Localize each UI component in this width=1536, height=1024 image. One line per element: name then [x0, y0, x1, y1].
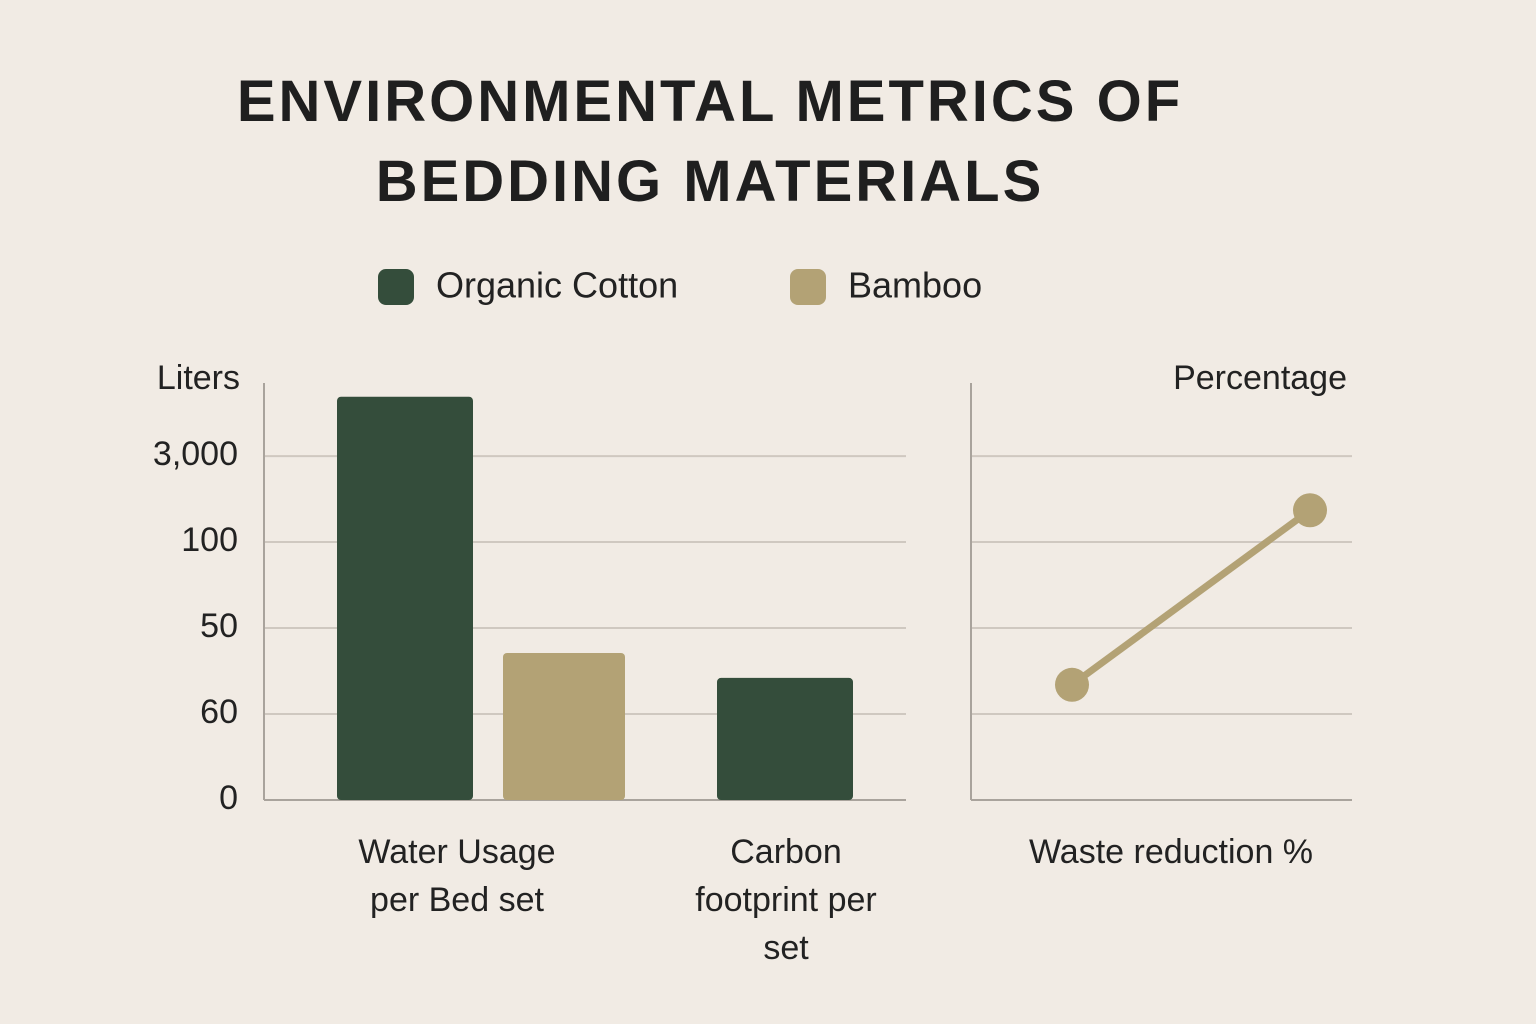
bar — [337, 396, 473, 800]
line — [1069, 507, 1313, 688]
y-tick-label: 50 — [200, 607, 238, 645]
y-tick-label: 0 — [219, 779, 238, 817]
point — [1055, 667, 1089, 702]
legend-swatch — [790, 269, 826, 305]
legend-label: Organic Cotton — [436, 265, 678, 306]
bar — [503, 652, 625, 800]
legend-swatch — [378, 269, 414, 305]
y-tick-label: 100 — [181, 521, 238, 559]
y-axis-label: Percentage — [1173, 359, 1347, 397]
y-tick-label: 3,000 — [153, 435, 238, 473]
chart-title: ENVIRONMENTAL METRICS OF BEDDING MATERIA… — [236, 69, 1184, 214]
y-axis-label: Liters — [157, 359, 240, 397]
legend-label: Bamboo — [848, 265, 982, 306]
bar — [717, 677, 853, 800]
x-axis-label: Waste reduction % — [1028, 833, 1314, 871]
y-tick-label: 60 — [200, 693, 238, 731]
x-tick-label: Water Usage per Bed set — [358, 833, 556, 919]
x-tick-label: Carbon footprint per set — [695, 833, 877, 967]
point — [1293, 493, 1327, 528]
